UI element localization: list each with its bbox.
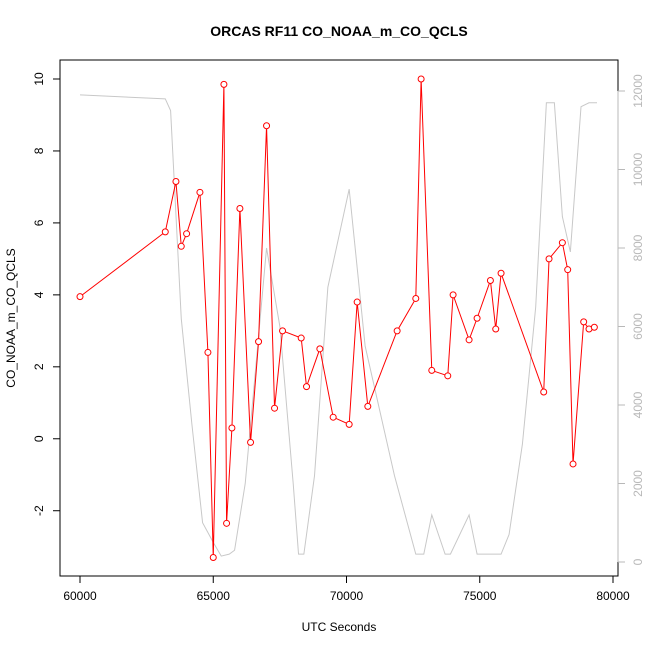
data-point (183, 230, 191, 238)
data-point (76, 293, 84, 301)
x-tick-label: 80000 (596, 589, 630, 603)
data-point (172, 178, 180, 186)
y-tick-label: 0 (32, 435, 46, 442)
data-point (393, 327, 401, 335)
data-point (329, 413, 337, 421)
y2-tick-label: 4000 (631, 391, 645, 418)
data-point (161, 228, 169, 236)
data-point (279, 327, 287, 335)
data-point (196, 188, 204, 196)
series-line-left (79, 78, 595, 558)
data-point (465, 336, 473, 344)
data-point (236, 205, 244, 213)
data-point (558, 239, 566, 247)
y-tick-label: 6 (32, 219, 46, 226)
y2-tick-label: 8000 (631, 234, 645, 261)
data-point (473, 314, 481, 322)
data-point (271, 404, 279, 412)
data-point (209, 554, 217, 561)
data-point (486, 276, 494, 284)
data-point (223, 519, 231, 527)
y-tick-label: 4 (32, 291, 46, 298)
data-point (449, 291, 457, 299)
data-point (580, 318, 588, 326)
x-tick-label: 75000 (463, 589, 497, 603)
data-point (353, 298, 361, 306)
chart-title: ORCAS RF11 CO_NOAA_m_CO_QCLS (210, 23, 468, 39)
y-tick-label: -2 (32, 505, 46, 516)
x-tick-label: 60000 (63, 589, 97, 603)
data-point (545, 255, 553, 263)
data-point (297, 334, 305, 342)
data-point (540, 388, 548, 396)
x-tick-label: 65000 (197, 589, 231, 603)
y2-tick-label: 10000 (631, 152, 645, 186)
data-point (444, 372, 452, 380)
data-point (590, 323, 598, 331)
data-point (228, 424, 236, 432)
data-point (497, 269, 505, 277)
data-point (569, 460, 577, 468)
series-line-right (79, 94, 598, 557)
y2-tick-label: 12000 (631, 74, 645, 108)
y-tick-label: 8 (32, 147, 46, 154)
y2-tick-label: 0 (631, 558, 645, 565)
data-point (564, 266, 572, 274)
data-point (417, 75, 425, 83)
data-point (428, 366, 436, 374)
y-axis: -2 0 2 4 6 8 10 (32, 72, 61, 516)
data-point (204, 348, 212, 356)
x-axis: 60000 65000 70000 75000 80000 (63, 575, 630, 603)
data-point (247, 438, 255, 446)
x-axis-label: UTC Seconds (302, 620, 377, 634)
data-point (220, 80, 228, 88)
y2-axis-right: 0 2000 4000 6000 8000 10000 12000 (617, 74, 645, 565)
data-point (364, 402, 372, 410)
data-point (316, 345, 324, 353)
data-point (345, 420, 353, 428)
data-point (303, 383, 311, 391)
series-layer (76, 75, 598, 561)
data-point (263, 122, 271, 130)
data-point (412, 294, 420, 302)
data-point (177, 242, 185, 250)
data-point (255, 338, 263, 346)
x-tick-label: 70000 (330, 589, 364, 603)
y-tick-label: 10 (32, 72, 46, 86)
y2-tick-label: 6000 (631, 313, 645, 340)
data-point (492, 325, 500, 333)
y-tick-label: 2 (32, 363, 46, 370)
y-axis-label: CO_NOAA_m_CO_QCLS (4, 248, 18, 387)
y2-tick-label: 2000 (631, 470, 645, 497)
